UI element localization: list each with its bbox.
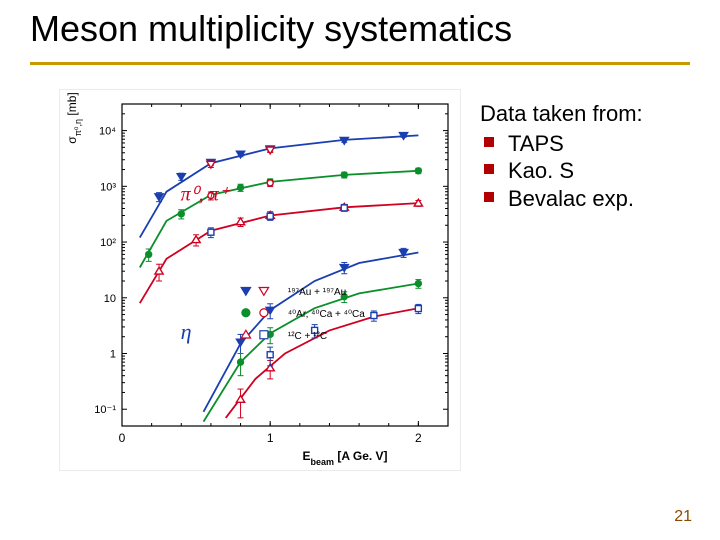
slide: Meson multiplicity systematics 0 1 2 10⁻¹ 1 1… — [0, 0, 720, 540]
title-rule — [30, 62, 690, 65]
svg-text:10: 10 — [104, 293, 116, 305]
right-item-bevalac: Bevalac exp. — [502, 185, 710, 213]
right-item-taps: TAPS — [502, 130, 710, 158]
chart-svg: 0 1 2 10⁻¹ 1 10 10² 10³ 10⁴ σπ⁰,η [mb] Ebeam [A Ge… — [60, 90, 460, 470]
svg-text:π⁰, π⁺: π⁰, π⁺ — [181, 184, 231, 206]
right-item-kaos: Kao. S — [502, 157, 710, 185]
chart-frame: 0 1 2 10⁻¹ 1 10 10² 10³ 10⁴ σπ⁰,η [mb] Ebeam [A Ge… — [60, 90, 460, 470]
svg-text:η: η — [181, 319, 192, 344]
svg-text:10³: 10³ — [100, 181, 116, 193]
right-heading: Data taken from: — [480, 100, 710, 128]
svg-text:1: 1 — [110, 348, 116, 360]
svg-text:2: 2 — [415, 431, 422, 445]
svg-text:10²: 10² — [100, 237, 116, 249]
svg-text:¹²C + ¹²C: ¹²C + ¹²C — [288, 331, 327, 342]
svg-text:0: 0 — [119, 431, 126, 445]
svg-text:σπ⁰,η [mb]: σπ⁰,η [mb] — [65, 92, 83, 143]
svg-text:10⁻¹: 10⁻¹ — [94, 404, 116, 416]
svg-text:1: 1 — [267, 431, 274, 445]
svg-text:10⁴: 10⁴ — [99, 126, 116, 138]
right-panel: Data taken from: TAPS Kao. S Bevalac exp… — [480, 100, 710, 212]
svg-text:Ebeam [A Ge. V]: Ebeam [A Ge. V] — [302, 449, 387, 467]
slide-title: Meson multiplicity systematics — [30, 8, 690, 50]
right-list: TAPS Kao. S Bevalac exp. — [480, 130, 710, 213]
page-number: 21 — [674, 508, 692, 526]
svg-text:⁴⁰Ar, ⁴⁰Ca + ⁴⁰Ca: ⁴⁰Ar, ⁴⁰Ca + ⁴⁰Ca — [288, 309, 365, 320]
svg-text:¹⁹⁷Au + ¹⁹⁷Au: ¹⁹⁷Au + ¹⁹⁷Au — [288, 287, 346, 298]
